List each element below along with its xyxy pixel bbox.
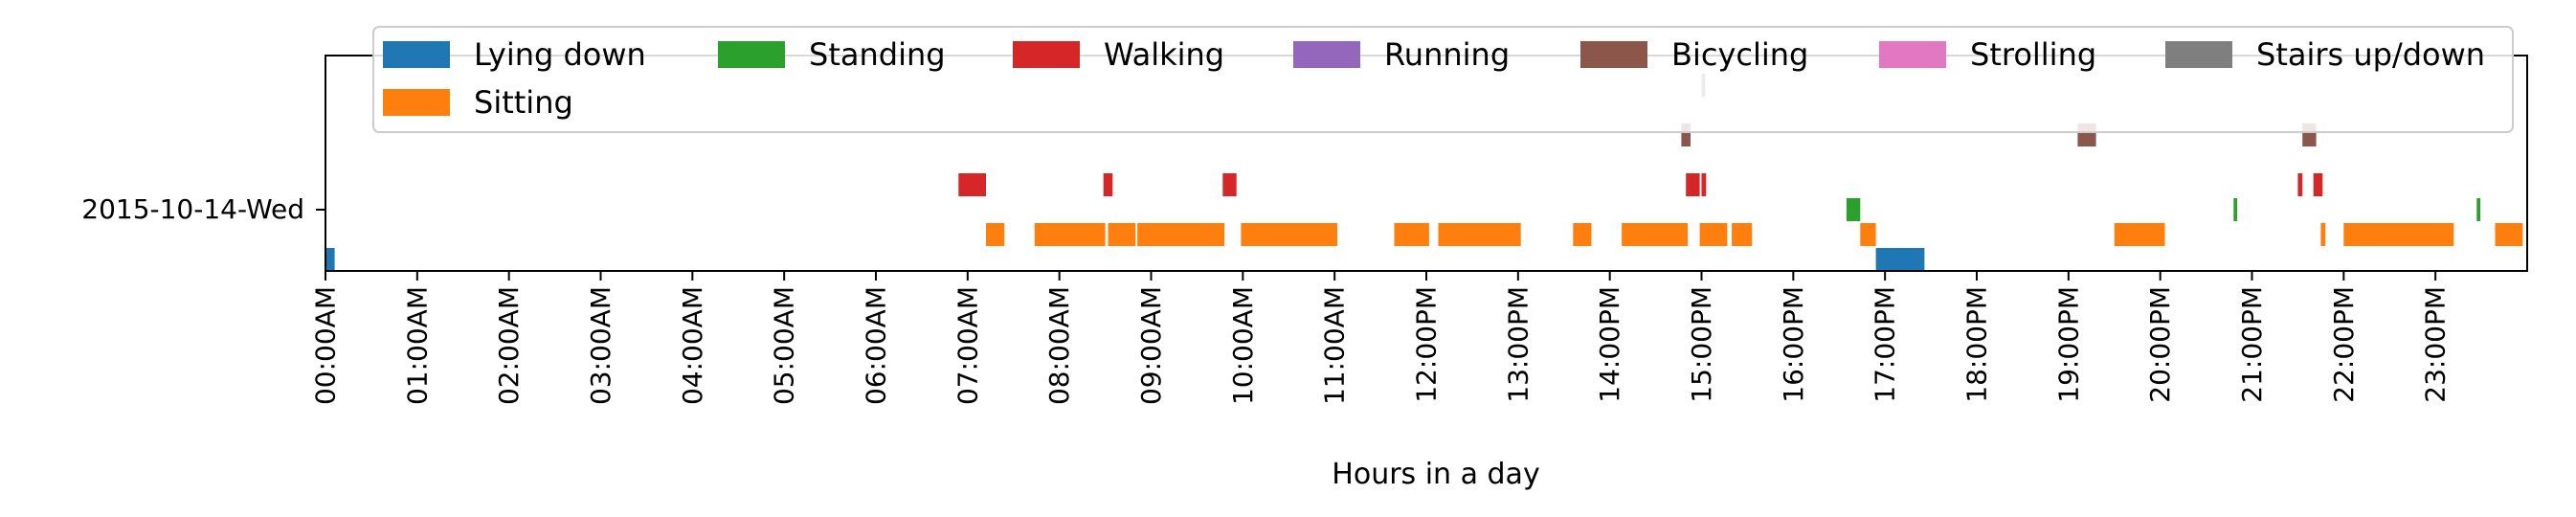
activity-bars (325, 74, 2523, 271)
x-tick-label: 04:00AM (677, 286, 708, 405)
activity-bar (1108, 223, 1136, 246)
x-tick-label: 16:00PM (1778, 286, 1809, 403)
x-tick-label: 22:00PM (2328, 286, 2360, 403)
legend-swatch (2165, 41, 2232, 68)
x-tick-label: 20:00PM (2144, 286, 2176, 403)
legend-swatch (1580, 41, 1647, 68)
activity-bar (2313, 173, 2323, 196)
activity-bar (1103, 173, 1113, 196)
legend-swatch (718, 41, 785, 68)
x-tick-label: 03:00AM (585, 286, 616, 405)
activity-bar (2495, 223, 2523, 246)
x-tick-label: 01:00AM (401, 286, 433, 405)
legend-swatch (1013, 41, 1080, 68)
y-tick-label: 2015-10-14-Wed (81, 193, 304, 225)
activity-bar (1438, 223, 1521, 246)
activity-bar (1034, 223, 1106, 246)
activity-bar (1699, 223, 1728, 246)
activity-bar (2297, 173, 2303, 196)
activity-bar (958, 173, 986, 196)
activity-bar (1701, 173, 1707, 196)
activity-bar (1394, 223, 1429, 246)
x-tick-label: 14:00PM (1594, 286, 1625, 403)
legend-label: Lying down (474, 36, 646, 73)
activity-bar (1686, 173, 1700, 196)
activity-bar (325, 248, 335, 271)
activity-bar (1241, 223, 1337, 246)
x-tick-label: 17:00PM (1870, 286, 1901, 403)
x-tick-label: 21:00PM (2236, 286, 2268, 403)
legend-label: Standing (809, 36, 946, 73)
activity-bar (1622, 223, 1689, 246)
x-tick-label: 00:00AM (310, 286, 342, 405)
x-tick-label: 19:00PM (2052, 286, 2084, 403)
legend: Lying down Standing Walking Running Bicyclin… (372, 26, 2514, 133)
activity-bar (2114, 223, 2165, 246)
activity-bar (1875, 248, 1925, 271)
x-tick-label: 11:00AM (1319, 286, 1351, 405)
x-tick-label: 08:00AM (1043, 286, 1075, 405)
x-tick-label: 09:00AM (1135, 286, 1167, 405)
activity-bar (1222, 173, 1237, 196)
x-tick-label: 18:00PM (1961, 286, 1993, 403)
legend-swatch (383, 41, 450, 68)
x-axis: 00:00AM 01:00AM 02:00AM 03:00AM 04:00AM 05:00… (310, 271, 2452, 405)
legend-swatch (1879, 41, 1946, 68)
activity-bar (2320, 223, 2326, 246)
x-tick-label: 23:00PM (2420, 286, 2452, 403)
legend-label: Bicycling (1671, 36, 1808, 73)
activity-bar (1137, 223, 1225, 246)
legend-box (372, 26, 2514, 133)
legend-label: Sitting (474, 84, 573, 121)
activity-bar (1681, 124, 1691, 146)
x-tick-label: 12:00PM (1411, 286, 1443, 403)
activity-bar (1860, 223, 1876, 246)
x-axis-label: Hours in a day (1332, 458, 1539, 491)
activity-bar (986, 223, 1005, 246)
legend-swatch (1293, 41, 1360, 68)
activity-bar (2343, 223, 2454, 246)
x-tick-label: 13:00PM (1502, 286, 1534, 403)
activity-bar (2233, 198, 2238, 221)
legend-label: Walking (1104, 36, 1224, 73)
legend-label: Running (1384, 36, 1510, 73)
x-tick-label: 07:00AM (952, 286, 983, 405)
legend-swatch (383, 89, 450, 116)
activity-bar (1846, 198, 1861, 221)
legend-label: Stairs up/down (2256, 36, 2485, 73)
y-axis: 2015-10-14-Wed (81, 193, 325, 225)
activity-bar (1732, 223, 1753, 246)
x-tick-label: 06:00AM (861, 286, 892, 405)
x-tick-label: 15:00PM (1686, 286, 1717, 403)
activity-bar (2476, 198, 2481, 221)
x-tick-label: 05:00AM (769, 286, 800, 405)
x-tick-label: 02:00AM (493, 286, 525, 405)
activity-bar (1573, 223, 1592, 246)
x-tick-label: 10:00AM (1227, 286, 1259, 405)
legend-label: Strolling (1970, 36, 2096, 73)
